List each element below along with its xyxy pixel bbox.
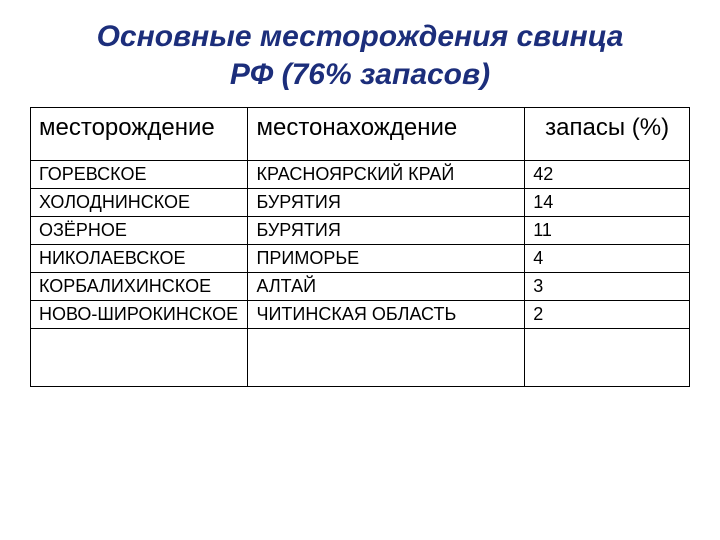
cell-deposit: ОЗЁРНОЕ (31, 217, 248, 245)
title-line-2: РФ (76% запасов) (230, 58, 490, 91)
cell-deposit (31, 329, 248, 387)
cell-deposit: КОРБАЛИХИНСКОЕ (31, 273, 248, 301)
cell-reserves: 11 (525, 217, 690, 245)
table-row: ГОРЕВСКОЕ КРАСНОЯРСКИЙ КРАЙ 42 (31, 161, 690, 189)
table-row: НИКОЛАЕВСКОЕ ПРИМОРЬЕ 4 (31, 245, 690, 273)
cell-location (248, 329, 525, 387)
cell-reserves: 2 (525, 301, 690, 329)
table-row: ОЗЁРНОЕ БУРЯТИЯ 11 (31, 217, 690, 245)
cell-deposit: НИКОЛАЕВСКОЕ (31, 245, 248, 273)
cell-reserves (525, 329, 690, 387)
cell-reserves: 42 (525, 161, 690, 189)
cell-reserves: 3 (525, 273, 690, 301)
col-deposit: месторождение (31, 108, 248, 161)
cell-location: БУРЯТИЯ (248, 217, 525, 245)
slide-title: Основные месторождения свинца РФ (76% за… (30, 18, 690, 93)
table-body: ГОРЕВСКОЕ КРАСНОЯРСКИЙ КРАЙ 42 ХОЛОДНИНС… (31, 161, 690, 387)
cell-deposit: НОВО-ШИРОКИНСКОЕ (31, 301, 248, 329)
col-reserves: запасы (%) (525, 108, 690, 161)
table-row: ХОЛОДНИНСКОЕ БУРЯТИЯ 14 (31, 189, 690, 217)
cell-reserves: 14 (525, 189, 690, 217)
title-line-1: Основные месторождения свинца (97, 20, 624, 53)
table-row: НОВО-ШИРОКИНСКОЕ ЧИТИНСКАЯ ОБЛАСТЬ 2 (31, 301, 690, 329)
cell-deposit: ХОЛОДНИНСКОЕ (31, 189, 248, 217)
table-row: КОРБАЛИХИНСКОЕ АЛТАЙ 3 (31, 273, 690, 301)
col-location: местонахождение (248, 108, 525, 161)
cell-reserves: 4 (525, 245, 690, 273)
slide: Основные месторождения свинца РФ (76% за… (0, 0, 720, 540)
table-row-empty (31, 329, 690, 387)
cell-location: БУРЯТИЯ (248, 189, 525, 217)
cell-location: ПРИМОРЬЕ (248, 245, 525, 273)
cell-location: ЧИТИНСКАЯ ОБЛАСТЬ (248, 301, 525, 329)
cell-location: АЛТАЙ (248, 273, 525, 301)
cell-location: КРАСНОЯРСКИЙ КРАЙ (248, 161, 525, 189)
table-header-row: месторождение местонахождение запасы (%) (31, 108, 690, 161)
cell-deposit: ГОРЕВСКОЕ (31, 161, 248, 189)
deposits-table: месторождение местонахождение запасы (%)… (30, 107, 690, 387)
